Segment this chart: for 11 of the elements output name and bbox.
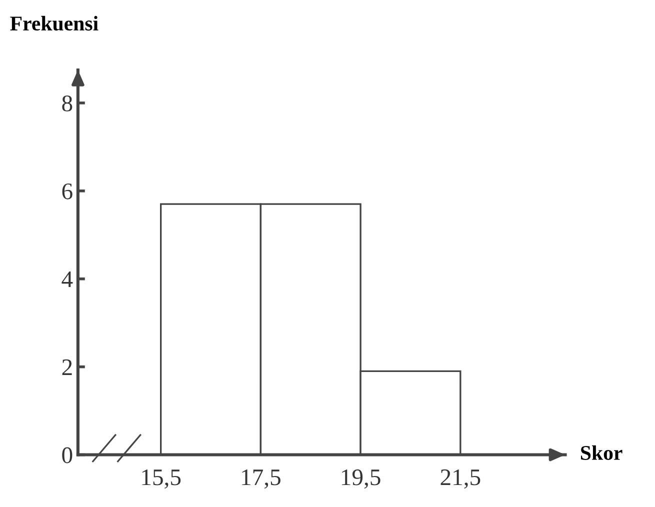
x-axis-title: Skor [580, 445, 622, 460]
y-axis-title: Frekuensi [10, 16, 98, 31]
y-tick-label: 2 [62, 359, 72, 376]
x-tick-label: 15,5 [142, 469, 181, 489]
x-tick-label: 21,5 [440, 469, 480, 489]
y-tick-label: 6 [62, 183, 72, 200]
y-tick-label: 4 [62, 272, 73, 288]
x-tick-label: 17,5 [242, 469, 280, 489]
y-tick-label: 0 [62, 447, 72, 464]
x-tick-label: 19,5 [342, 469, 380, 489]
y-tick-label: 8 [62, 95, 72, 112]
